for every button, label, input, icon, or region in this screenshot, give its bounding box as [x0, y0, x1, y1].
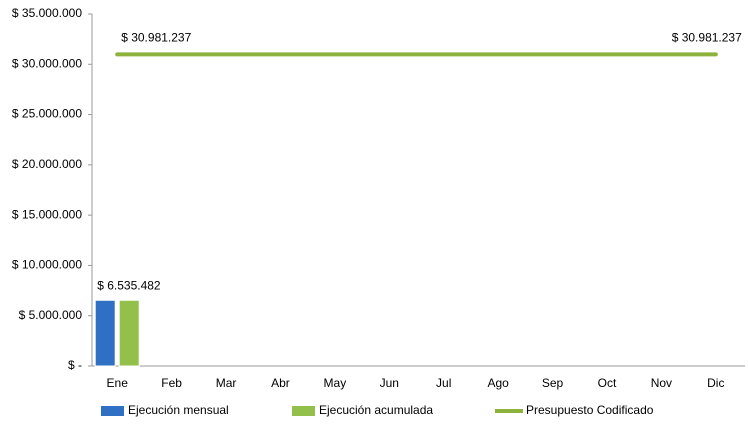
legend-swatch [292, 406, 315, 416]
x-tick-label: Nov [651, 376, 672, 390]
x-tick-label: Feb [161, 376, 182, 390]
bar [94, 299, 116, 367]
legend-label: Presupuesto Codificado [526, 403, 654, 417]
x-tick-label: Mar [216, 376, 237, 390]
x-tick-label: Sep [542, 376, 564, 390]
x-tick-label: May [324, 376, 347, 390]
x-tick-label: Abr [271, 376, 290, 390]
x-tick-label: Dic [707, 376, 724, 390]
y-tick-label: $ 30.000.000 [12, 56, 82, 70]
y-tick-label: $ 25.000.000 [12, 107, 82, 121]
legend-label: Ejecución acumulada [319, 403, 433, 417]
y-tick-label: $ 10.000.000 [12, 258, 82, 272]
x-tick-label: Ene [107, 376, 129, 390]
x-tick-label: Jul [436, 376, 451, 390]
y-tick-label: $ 5.000.000 [19, 308, 83, 322]
data-label: $ 30.981.237 [121, 31, 191, 45]
legend-swatch [101, 406, 124, 416]
y-tick-label: $ 15.000.000 [12, 207, 82, 221]
y-tick-label: $ 35.000.000 [12, 6, 82, 20]
x-tick-label: Ago [487, 376, 509, 390]
x-tick-label: Jun [380, 376, 399, 390]
bar [118, 299, 140, 367]
y-tick-label: $ - [68, 358, 82, 372]
data-label: $ 30.981.237 [672, 31, 742, 45]
y-tick-label: $ 20.000.000 [12, 157, 82, 171]
legend-label: Ejecución mensual [128, 403, 229, 417]
x-tick-label: Oct [598, 376, 617, 390]
data-label: $ 6.535.482 [97, 278, 161, 292]
